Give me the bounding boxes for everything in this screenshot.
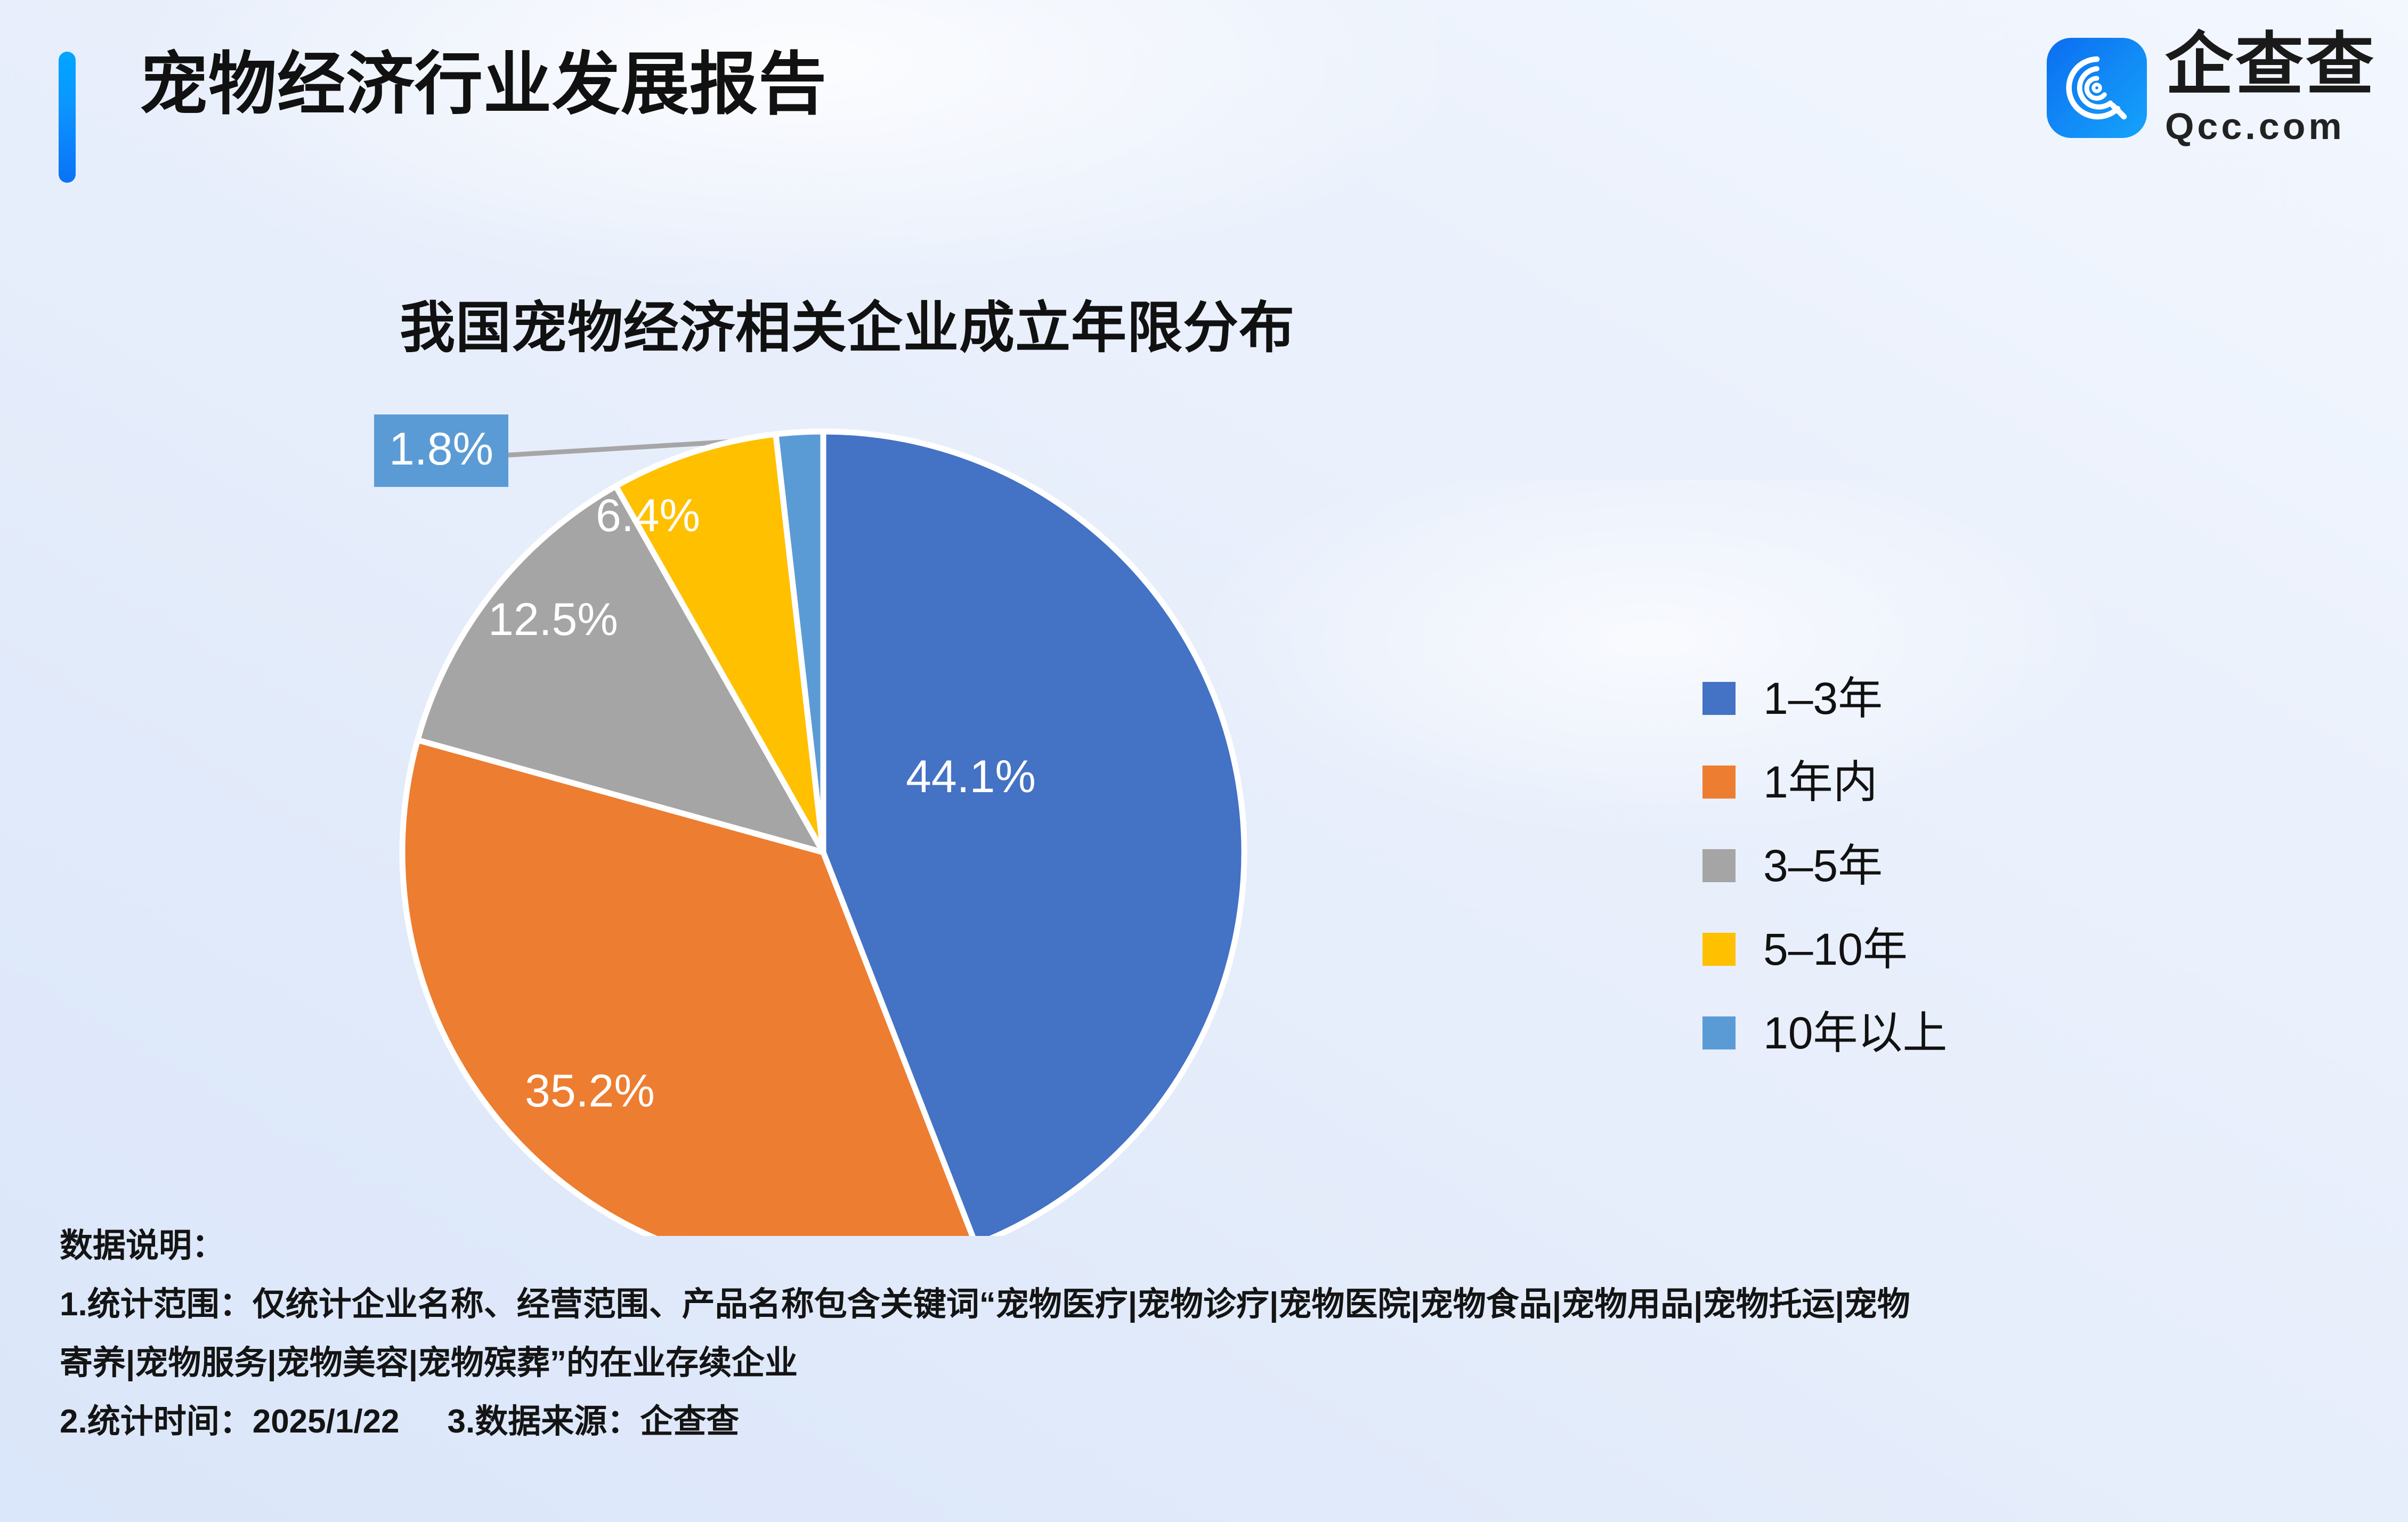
brand-logo: 企查查 Qcc.com — [2046, 31, 2376, 145]
chart-title: 我国宠物经济相关企业成立年限分布 — [399, 297, 1295, 359]
chart-legend: 1–3年 1年内 3–5年 5–10年 10年以上 — [1702, 656, 1947, 1075]
brand-text: 企查查 Qcc.com — [2165, 31, 2376, 145]
notes-stat-time: 2.统计时间：2025/1/22 — [60, 1403, 400, 1440]
slice-callout-10nianYiShang: 1.8% — [374, 414, 509, 487]
legend-swatch-icon — [1702, 932, 1736, 966]
legend-item-1nianNei[interactable]: 1年内 — [1702, 740, 1947, 824]
page-header: 宠物经济行业发展报告 企查查 Qcc.com — [0, 0, 2408, 229]
pie-slice[interactable] — [773, 428, 826, 856]
legend-item-3-5nian[interactable]: 3–5年 — [1702, 824, 1947, 907]
title-accent-bar — [59, 52, 76, 183]
legend-item-label: 3–5年 — [1763, 840, 1883, 891]
pie-slice[interactable] — [613, 431, 826, 856]
legend-swatch-icon — [1702, 681, 1736, 715]
brand-name-cn: 企查查 — [2164, 27, 2376, 103]
legend-item-5-10nian[interactable]: 5–10年 — [1702, 907, 1947, 991]
pie-chart: 44.1% 35.2% 12.5% 6.4% 1.8% — [341, 405, 1311, 1236]
data-notes: 数据说明： 1.统计范围：仅统计企业名称、经营范围、产品名称包含关键词“宠物医疗… — [60, 1230, 2351, 1464]
notes-heading: 数据说明： — [60, 1227, 225, 1264]
legend-item-label: 10年以上 — [1763, 1007, 1948, 1058]
legend-item-label: 5–10年 — [1763, 924, 1908, 974]
pie-slices — [399, 428, 1247, 1236]
notes-scope-line-2: 寄养|宠物服务|宠物美容|宠物殡葬”的在业存续企业 — [60, 1345, 798, 1381]
slice-label-1nianNei: 35.2% — [525, 1065, 655, 1117]
slice-label-1-3nian: 44.1% — [906, 751, 1036, 802]
legend-item-label: 1年内 — [1763, 756, 1878, 807]
notes-footer-row: 2.统计时间：2025/1/22 3.数据来源：企查查 — [60, 1405, 2351, 1438]
slice-label-3-5nian: 12.5% — [488, 594, 618, 645]
pie-slice[interactable] — [415, 483, 826, 856]
qcc-q-spiral-icon — [2046, 38, 2147, 138]
page-title: 宠物经济行业发展报告 — [140, 46, 828, 123]
legend-swatch-icon — [1702, 849, 1736, 882]
notes-scope-line-1: 1.统计范围：仅统计企业名称、经营范围、产品名称包含关键词“宠物医疗|宠物诊疗|… — [60, 1286, 1910, 1323]
legend-swatch-icon — [1702, 765, 1736, 799]
legend-item-10nianYiShang[interactable]: 10年以上 — [1702, 991, 1947, 1075]
pie-chart-svg — [399, 428, 1247, 1236]
legend-item-label: 1–3年 — [1763, 673, 1883, 723]
legend-item-1-3nian[interactable]: 1–3年 — [1702, 656, 1947, 740]
pie-slice[interactable] — [399, 737, 976, 1236]
notes-data-source: 3.数据来源：企查查 — [447, 1403, 740, 1440]
brand-name-en: Qcc.com — [2164, 105, 2345, 147]
legend-swatch-icon — [1702, 1016, 1736, 1049]
slice-label-5-10nian: 6.4% — [596, 490, 701, 541]
pie-slice[interactable] — [820, 428, 1247, 1236]
